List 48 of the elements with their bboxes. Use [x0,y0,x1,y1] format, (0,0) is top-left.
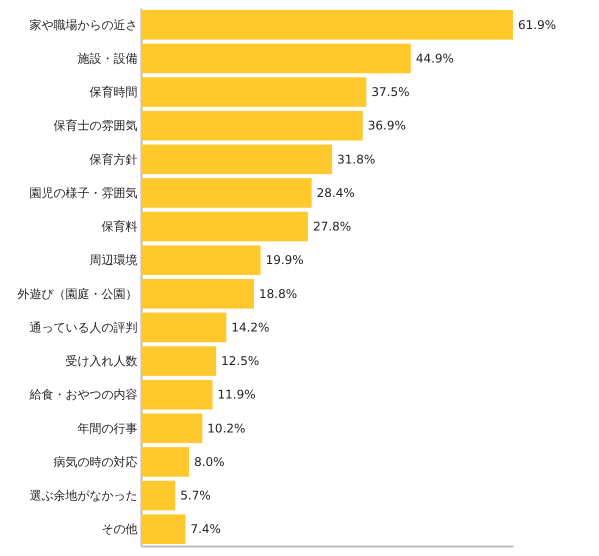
data-label: 12.5% [221,354,260,368]
y-tick-label: 選ぶ余地がなかった [30,488,138,503]
y-tick-label: 周辺環境 [90,253,138,268]
data-label: 14.2% [231,320,270,334]
data-label: 19.9% [266,253,304,268]
bar [141,144,332,174]
y-tick-label: 家や職場からの近さ [30,18,138,32]
bar [141,178,312,208]
bar [141,480,176,510]
bar [141,212,308,242]
y-tick-label: 外遊び（園庭・公園） [18,286,138,301]
data-label: 5.7% [180,488,211,503]
bar [141,279,254,309]
y-tick-label: 園児の様子・雰囲気 [30,186,138,200]
data-label: 10.2% [207,421,246,436]
bar [141,312,226,342]
y-tick-label: 病気の時の対応 [54,454,138,469]
y-tick-label: 給食・おやつの内容 [28,388,138,402]
bar [141,346,216,376]
y-tick-label: 受け入れ人数 [66,354,138,368]
data-label: 7.4% [190,522,221,536]
bar [141,44,411,74]
y-tick-label: その他 [102,522,138,536]
y-tick-label: 保育時間 [90,85,138,100]
y-tick-label: 年間の行事 [78,421,138,436]
data-label: 44.9% [416,51,454,66]
y-tick-label: 保育料 [102,220,138,234]
data-label: 18.8% [258,286,298,301]
y-tick-label: 保育方針 [90,152,138,166]
bar [141,447,190,477]
data-label: 31.8% [337,152,376,166]
bar [141,110,363,140]
data-label: 8.0% [194,454,225,469]
bar [141,414,202,444]
data-label: 37.5% [371,85,410,100]
data-label: 28.4% [316,186,355,200]
bar [141,380,213,410]
data-label: 36.9% [368,118,406,133]
y-tick-label: 施設・設備 [78,51,138,66]
data-label: 11.9% [218,388,256,402]
data-label: 61.9% [518,18,556,32]
bar [141,514,186,544]
bar [141,10,513,40]
bar [141,245,261,275]
y-tick-label: 通っている人の評判 [30,320,138,334]
data-label: 27.8% [313,220,352,234]
bar [141,77,366,107]
y-tick-label: 保育士の雰囲気 [54,118,138,133]
